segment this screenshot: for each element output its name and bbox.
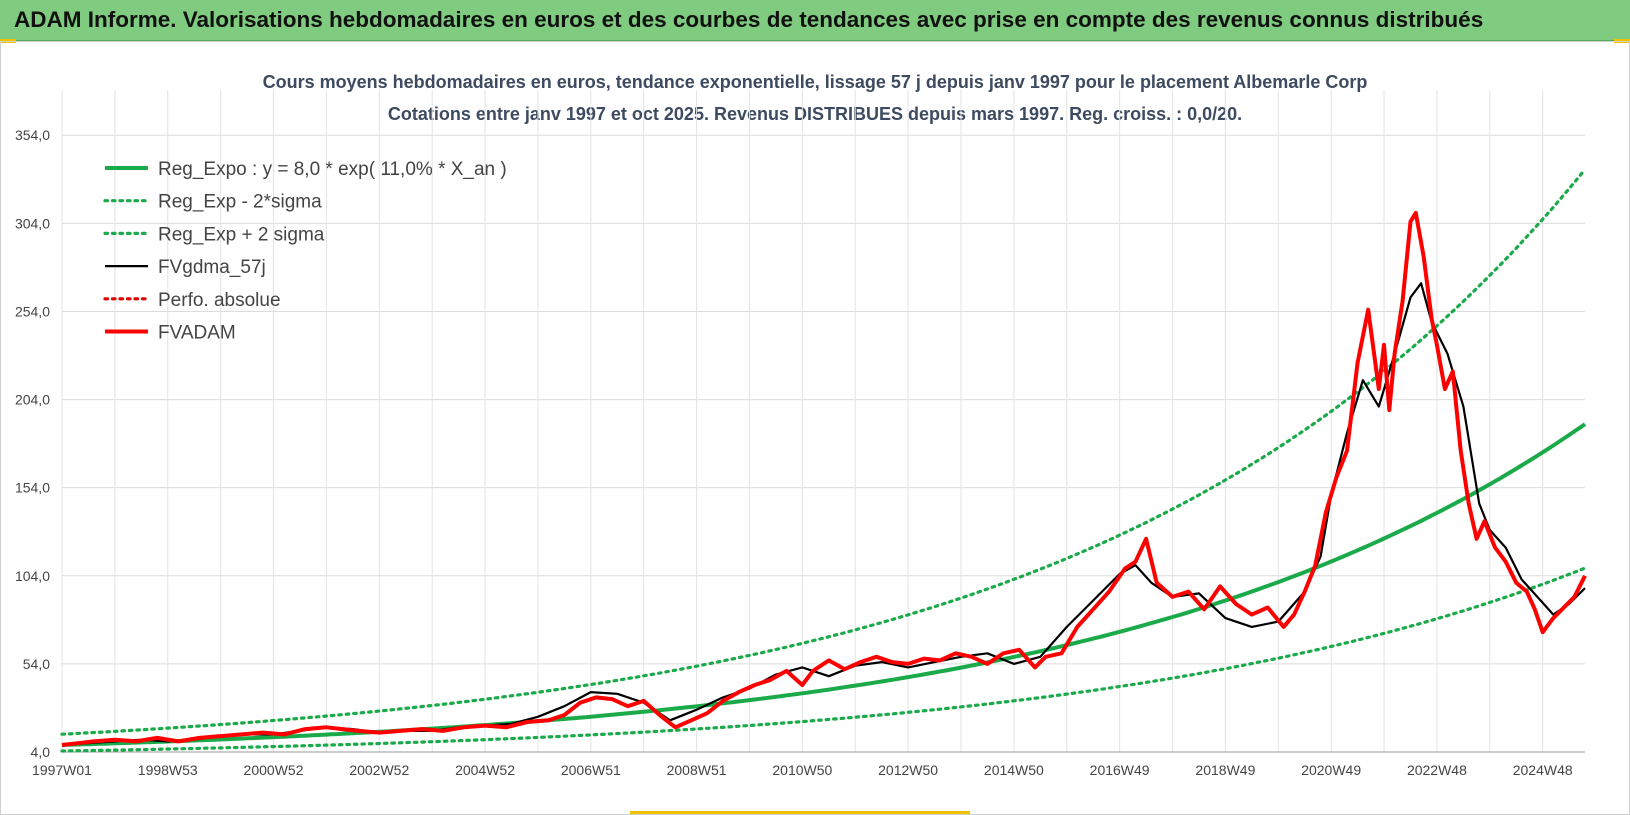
x-tick-label: 2004W52 — [455, 762, 515, 778]
x-tick-label: 2014W50 — [984, 762, 1044, 778]
axes: 4,0 54,0 104,0 154,0 204,0 254,0 304,0 354,0 199… — [15, 127, 1585, 778]
report-banner: ADAM Informe. Valorisations hebdomadaire… — [0, 0, 1630, 41]
y-tick-label: 154,0 — [15, 480, 50, 496]
x-tick-label: 2002W52 — [349, 762, 409, 778]
y-tick-label: 54,0 — [23, 656, 50, 672]
series-line — [60, 566, 1587, 753]
x-tick-label: 2022W48 — [1407, 762, 1467, 778]
legend-label: Perfo. absolue — [158, 290, 281, 311]
chart-subtitle: Cotations entre janv 1997 et oct 2025. R… — [387, 104, 1243, 124]
legend-label: Reg_Exp - 2*sigma — [158, 192, 322, 213]
y-tick-label: 354,0 — [15, 127, 50, 143]
x-tick-label: 2024W48 — [1513, 762, 1573, 778]
banner-title: ADAM Informe. Valorisations hebdomadaire… — [14, 7, 1484, 32]
series-line — [61, 422, 1587, 747]
y-tick-label: 204,0 — [15, 392, 50, 408]
legend-label: Reg_Expo : y = 8,0 * exp( 11,0% * X_an ) — [158, 159, 507, 180]
series-line — [61, 282, 1586, 747]
y-tick-label: 304,0 — [15, 215, 50, 231]
y-tick-label: 104,0 — [15, 568, 50, 584]
legend: Reg_Expo : y = 8,0 * exp( 11,0% * X_an )… — [103, 159, 507, 344]
y-tick-label: 254,0 — [15, 303, 50, 319]
chart-title: Cours moyens hebdomadaires en euros, ten… — [262, 72, 1368, 92]
x-tick-label: 2020W49 — [1301, 762, 1361, 778]
legend-label: FVADAM — [158, 323, 236, 344]
x-tick-label: 2016W49 — [1090, 762, 1150, 778]
y-tick-label: 4,0 — [31, 744, 51, 760]
x-tick-label: 2008W51 — [667, 762, 727, 778]
x-tick-label: 1998W53 — [138, 762, 198, 778]
x-tick-label: 2018W49 — [1195, 762, 1255, 778]
x-tick-label: 2006W51 — [561, 762, 621, 778]
grid — [61, 90, 1585, 753]
footer-accent — [630, 811, 970, 815]
series-line — [61, 210, 1587, 747]
x-tick-label: 2000W52 — [244, 762, 304, 778]
series-line — [60, 167, 1587, 736]
legend-label: Reg_Exp + 2 sigma — [158, 224, 325, 245]
x-tick-label: 1997W01 — [32, 762, 92, 778]
x-tick-label: 2012W50 — [878, 762, 938, 778]
chart-title-block: Cours moyens hebdomadaires en euros, ten… — [0, 66, 1630, 130]
plot-area — [60, 167, 1587, 753]
legend-label: FVgdma_57j — [158, 257, 266, 278]
x-tick-label: 2010W50 — [772, 762, 832, 778]
